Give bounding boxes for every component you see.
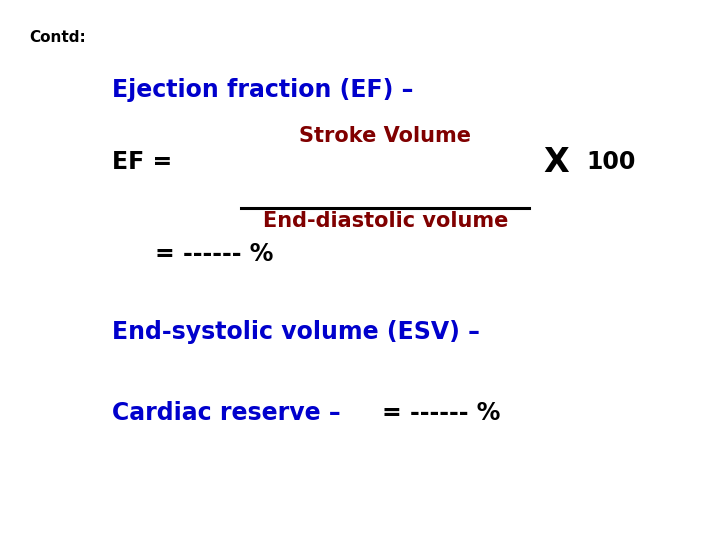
Text: X: X xyxy=(544,145,570,179)
Text: End-systolic volume (ESV) –: End-systolic volume (ESV) – xyxy=(112,320,480,344)
Text: = ------ %: = ------ % xyxy=(155,242,273,266)
Text: Stroke Volume: Stroke Volume xyxy=(300,126,471,146)
Text: = ------ %: = ------ % xyxy=(382,401,500,425)
Text: EF =: EF = xyxy=(112,150,172,174)
Text: Cardiac reserve –: Cardiac reserve – xyxy=(112,401,341,425)
Text: 100: 100 xyxy=(587,150,636,174)
Text: Ejection fraction (EF) –: Ejection fraction (EF) – xyxy=(112,78,413,102)
Text: Contd:: Contd: xyxy=(29,30,86,45)
Text: End-diastolic volume: End-diastolic volume xyxy=(263,211,508,231)
